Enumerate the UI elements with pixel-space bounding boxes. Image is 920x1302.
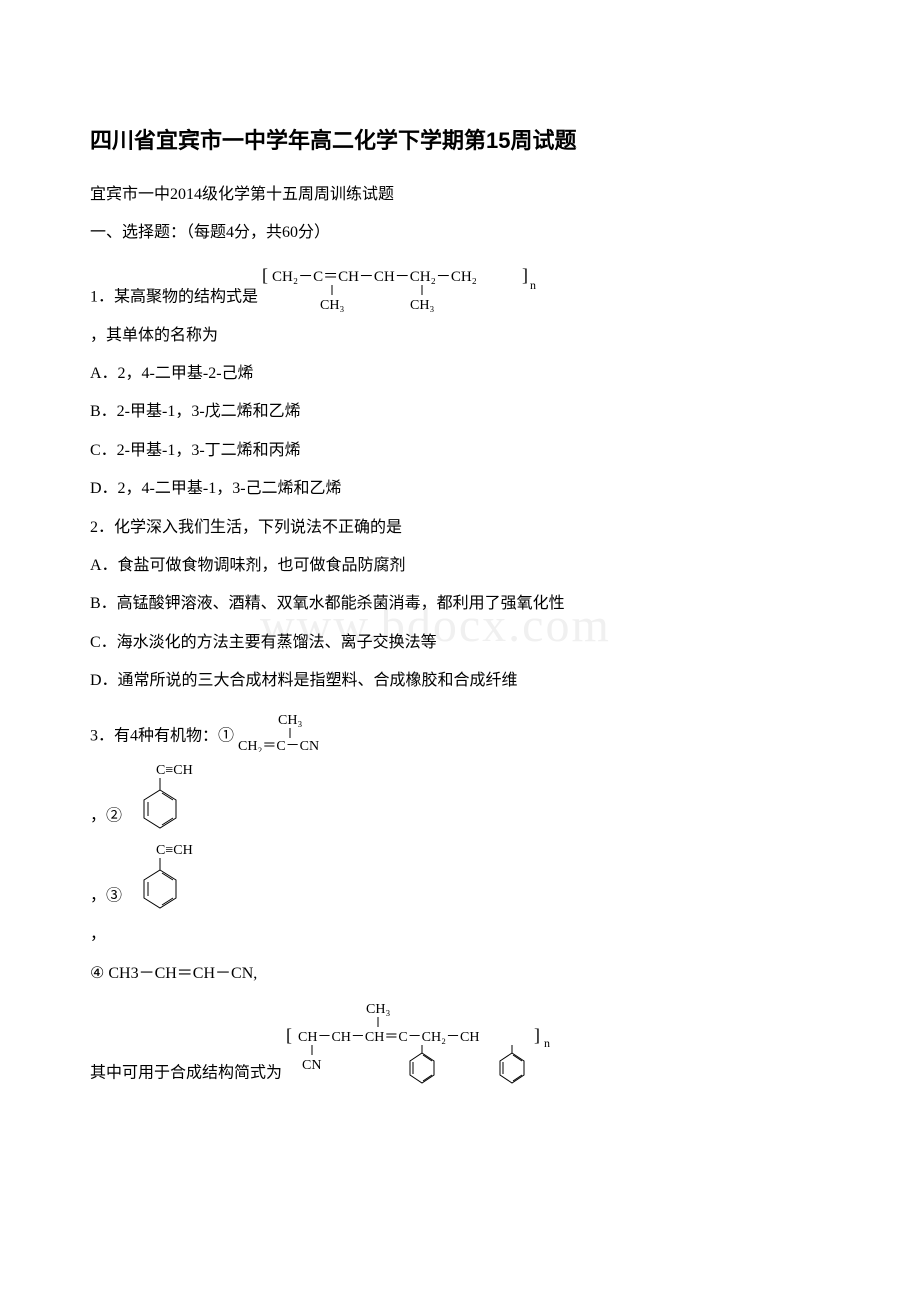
- q1-option-d: D．2，4-二甲基-1，3-己二烯和乙烯: [90, 474, 830, 504]
- q1-stem-before: 1．某高聚物的结构式是: [90, 288, 258, 305]
- q1-option-b: B．2-甲基-1，3-戊二烯和乙烯: [90, 397, 830, 427]
- svg-text:[: [: [262, 265, 268, 285]
- q3-stem-line: 3．有4种有机物：① CH₃ CH₂＝C－CN: [90, 710, 830, 752]
- q2-option-c: C．海水淡化的方法主要有蒸馏法、离子交换法等: [90, 628, 830, 658]
- q1-stem-after: ，其单体的名称为: [90, 321, 830, 351]
- svg-text:CH₂＝C－CN: CH₂＝C－CN: [238, 739, 319, 752]
- svg-text:n: n: [544, 1036, 550, 1050]
- q2-option-b: B．高锰酸钾溶液、酒精、双氧水都能杀菌消毒，都利用了强氧化性: [90, 589, 830, 619]
- q3-item2: ，② C≡CH: [90, 760, 830, 832]
- section-header: 一、选择题：（每题4分，共60分）: [90, 218, 830, 248]
- svg-text:CH₃: CH₃: [410, 298, 434, 313]
- q3-item3-prefix: ，③: [90, 888, 122, 905]
- q3-item3: ，③ C≡CH: [90, 840, 830, 912]
- q1-option-c: C．2-甲基-1，3-丁二烯和丙烯: [90, 436, 830, 466]
- q2-stem: 2．化学深入我们生活，下列说法不正确的是: [90, 513, 830, 543]
- page-title: 四川省宜宾市一中学年高二化学下学期第15周试题: [90, 120, 830, 162]
- q1-polymer-formula: [ CH₂－C＝CH－CH－CH₂－CH₂ ] n CH₃ CH₃: [262, 259, 592, 313]
- q3-compound1-formula: CH₃ CH₂＝C－CN: [238, 710, 358, 752]
- q3-compound2-formula: C≡CH: [126, 760, 216, 832]
- svg-text:[: [: [286, 1025, 292, 1045]
- q1-option-a: A．2，4-二甲基-2-己烯: [90, 359, 830, 389]
- q3-polymer-formula: CH₃ [ CH－CH－CH＝C－CH₂－CH ] n CN: [286, 999, 606, 1089]
- svg-text:C≡CH: C≡CH: [156, 763, 193, 778]
- q3-stem: 3．有4种有机物：①: [90, 728, 234, 745]
- svg-text:]: ]: [522, 265, 528, 285]
- svg-text:n: n: [530, 278, 536, 292]
- svg-text:CH－CH－CH＝C－CH₂－CH: CH－CH－CH＝C－CH₂－CH: [298, 1030, 479, 1045]
- svg-text:CH₂－C＝CH－CH－CH₂－CH₂: CH₂－C＝CH－CH－CH₂－CH₂: [272, 269, 477, 285]
- q3-item2-prefix: ，②: [90, 808, 122, 825]
- q3-tail: 其中可用于合成结构简式为: [90, 1065, 282, 1082]
- svg-text:]: ]: [534, 1025, 540, 1045]
- svg-text:CN: CN: [302, 1058, 321, 1073]
- q3-tail-line: 其中可用于合成结构简式为 CH₃ [ CH－CH－CH＝C－CH₂－CH ] n…: [90, 999, 830, 1089]
- q3-item4: ④ CH3－CH＝CH－CN,: [90, 959, 830, 989]
- q3-compound3-formula: C≡CH: [126, 840, 216, 912]
- svg-text:CH₃: CH₃: [278, 713, 302, 728]
- q3-item3-suffix: ，: [90, 920, 830, 950]
- svg-text:CH₃: CH₃: [366, 1002, 390, 1017]
- subtitle: 宜宾市一中2014级化学第十五周周训练试题: [90, 180, 830, 210]
- q2-option-d: D．通常所说的三大合成材料是指塑料、合成橡胶和合成纤维: [90, 666, 830, 696]
- q2-option-a: A．食盐可做食物调味剂，也可做食品防腐剂: [90, 551, 830, 581]
- document-content: 四川省宜宾市一中学年高二化学下学期第15周试题 宜宾市一中2014级化学第十五周…: [90, 120, 830, 1089]
- svg-text:CH₃: CH₃: [320, 298, 344, 313]
- svg-text:C≡CH: C≡CH: [156, 843, 193, 858]
- q1-stem-line1: 1．某高聚物的结构式是 [ CH₂－C＝CH－CH－CH₂－CH₂ ] n CH…: [90, 259, 830, 313]
